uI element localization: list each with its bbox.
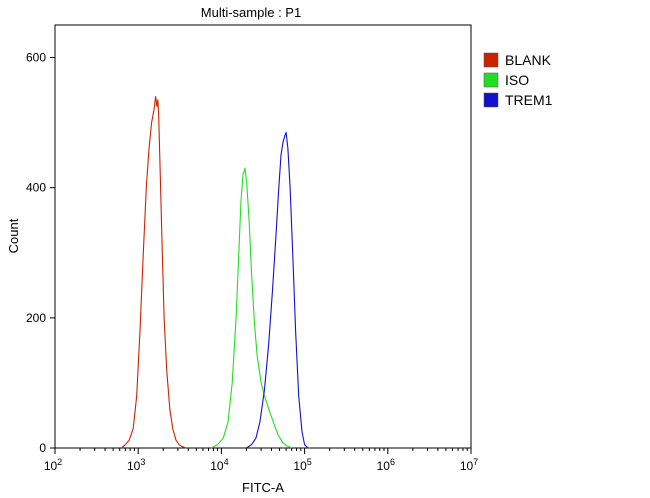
y-tick-label: 200 xyxy=(26,311,46,325)
legend: BLANK ISO TREM1 xyxy=(483,52,553,108)
x-tick-label: 102 xyxy=(44,457,62,473)
legend-swatch xyxy=(483,92,499,108)
legend-label: TREM1 xyxy=(505,92,553,108)
chart-title: Multi-sample : P1 xyxy=(201,5,301,20)
series-line-iso xyxy=(210,167,292,449)
legend-swatch xyxy=(483,52,499,68)
y-tick-label: 600 xyxy=(26,51,46,65)
plot-area xyxy=(54,24,472,449)
y-tick-label: 0 xyxy=(39,441,46,455)
x-tick-label: 103 xyxy=(127,457,145,473)
series-layer xyxy=(121,96,309,449)
series-line-blank xyxy=(121,96,187,449)
series-line-trem1 xyxy=(246,131,309,449)
legend-label: ISO xyxy=(505,72,529,88)
y-axis: 0 200 400 600 xyxy=(26,51,55,455)
x-tick-label: 107 xyxy=(460,457,478,473)
legend-swatch xyxy=(483,72,499,88)
x-axis: 102 103 104 105 106 107 xyxy=(44,448,478,473)
y-axis-label: Count xyxy=(6,218,21,253)
x-tick-label: 105 xyxy=(293,457,311,473)
x-axis-label: FITC-A xyxy=(242,480,284,495)
x-tick-label: 106 xyxy=(377,457,395,473)
y-tick-label: 400 xyxy=(26,181,46,195)
legend-label: BLANK xyxy=(505,52,552,68)
x-tick-label: 104 xyxy=(210,457,228,473)
